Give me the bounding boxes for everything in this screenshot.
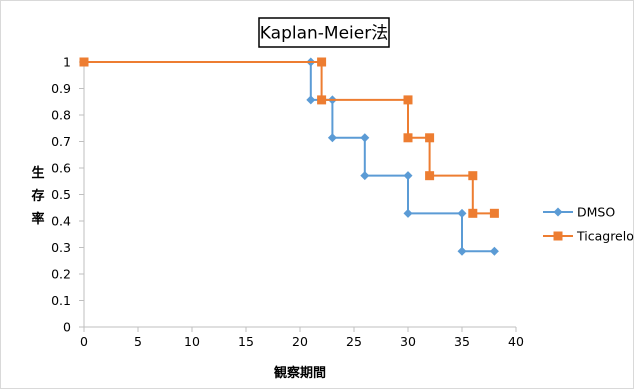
data-point — [425, 171, 435, 181]
data-point — [327, 133, 337, 143]
legend-item: DMSO — [543, 205, 615, 220]
y-tick-label: 0 — [63, 320, 71, 335]
data-point — [403, 171, 413, 181]
x-tick-label: 0 — [80, 334, 88, 349]
x-tick-label: 10 — [184, 334, 200, 349]
y-tick-labels: 0 0.1 0.2 0.3 0.4 0.5 0.6 0.7 0.8 0.9 1 — [51, 55, 84, 335]
chart-title-box — [258, 17, 390, 48]
y-tick-label: 0.1 — [51, 293, 71, 308]
legend-marker — [553, 207, 563, 217]
x-tick-labels: 0 5 10 15 20 25 30 35 40 — [80, 327, 524, 349]
y-axis-label-char: 存 — [31, 188, 44, 204]
series-line — [84, 61, 495, 215]
x-tick-label: 25 — [346, 334, 362, 349]
data-point — [425, 133, 435, 143]
chart-title: Kaplan-Meier法 — [260, 24, 388, 44]
y-tick-label: 0.3 — [51, 240, 71, 255]
legend-label: DMSO — [577, 205, 615, 220]
legend-label: Ticagrelor — [576, 229, 634, 244]
x-tick-label: 20 — [292, 334, 308, 349]
data-point — [403, 133, 413, 143]
x-axis-label: 観察期間 — [273, 365, 326, 381]
data-point — [457, 246, 467, 256]
y-axis-label: 生存率 — [31, 165, 44, 227]
legend-marker — [553, 231, 563, 241]
x-tick-label: 5 — [134, 334, 142, 349]
y-tick-label: 0.6 — [51, 161, 71, 176]
data-point — [489, 246, 499, 256]
data-point — [360, 171, 370, 181]
legend-item: Ticagrelor — [543, 229, 634, 244]
y-tick-label: 0.7 — [51, 134, 71, 149]
y-tick-label: 0.2 — [51, 267, 71, 282]
x-tick-label: 40 — [508, 334, 524, 349]
series-layer — [79, 57, 499, 256]
y-axis-label-char: 生 — [31, 165, 44, 181]
data-point — [403, 208, 413, 218]
y-tick-label: 1 — [63, 55, 71, 70]
data-point — [360, 133, 370, 143]
y-tick-label: 0.8 — [51, 108, 71, 123]
data-point — [317, 57, 327, 67]
y-tick-label: 0.5 — [51, 187, 71, 202]
data-point — [468, 208, 478, 218]
data-point — [403, 95, 413, 105]
data-point — [468, 171, 478, 181]
y-axis-label-char: 率 — [31, 211, 44, 227]
x-tick-label: 30 — [400, 334, 416, 349]
y-tick-label: 0.4 — [51, 214, 71, 229]
data-point — [489, 208, 499, 218]
data-point — [306, 95, 316, 105]
data-point — [79, 57, 89, 67]
y-tick-label: 0.9 — [51, 81, 71, 96]
series-line — [84, 61, 495, 253]
legend: DMSO Ticagrelor — [543, 205, 634, 244]
data-point — [317, 95, 327, 105]
axes — [83, 58, 516, 328]
x-tick-label: 15 — [238, 334, 254, 349]
data-point — [457, 208, 467, 218]
series-ticagrelor — [79, 57, 499, 218]
x-tick-label: 35 — [454, 334, 470, 349]
